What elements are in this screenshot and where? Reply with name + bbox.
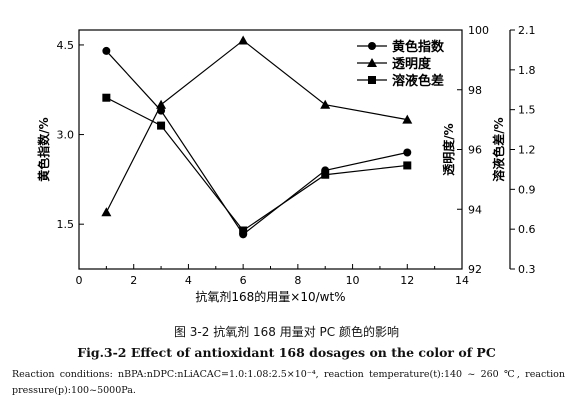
x-tick-label: 6 xyxy=(240,274,247,287)
series-line-circle xyxy=(105,50,408,236)
right2-tick-label: 1.2 xyxy=(518,144,536,157)
data-point-square xyxy=(239,226,248,235)
data-point-square xyxy=(403,161,412,170)
right2-tick-label: 0.9 xyxy=(518,183,536,196)
right2-tick-label: 2.1 xyxy=(518,24,536,37)
data-point-square xyxy=(321,170,330,179)
x-tick-label: 0 xyxy=(76,274,83,287)
right2-tick-label: 0.6 xyxy=(518,223,536,236)
figure-caption-english: Fig.3-2 Effect of antioxidant 168 dosage… xyxy=(77,345,496,360)
legend-marker-circle xyxy=(368,42,376,50)
right1-tick-label: 96 xyxy=(468,144,482,157)
data-point-square xyxy=(157,121,166,130)
legend-marker-triangle xyxy=(367,58,377,67)
right1-tick-label: 92 xyxy=(468,263,482,276)
legend-label: 透明度 xyxy=(392,56,432,72)
left-axis-title: 黄色指数/% xyxy=(36,117,51,181)
x-tick-label: 4 xyxy=(185,274,192,287)
data-point-triangle xyxy=(156,99,167,109)
x-tick-label: 2 xyxy=(130,274,137,287)
x-tick-label: 14 xyxy=(455,274,469,287)
data-point-circle xyxy=(403,148,412,157)
right2-tick-label: 1.5 xyxy=(518,104,536,117)
legend-label: 溶液色差 xyxy=(392,73,444,89)
left-tick-label: 1.5 xyxy=(57,218,75,231)
x-axis-title: 抗氧剂168的用量×10/wt% xyxy=(195,289,345,304)
right2-tick-label: 1.8 xyxy=(518,64,536,77)
data-point-square xyxy=(102,93,111,102)
series-line-triangle xyxy=(105,39,408,213)
series-line-square xyxy=(106,97,408,232)
data-point-triangle xyxy=(101,207,112,217)
right2-tick-label: 0.3 xyxy=(518,263,536,276)
data-point-circle xyxy=(102,46,111,55)
data-point-triangle xyxy=(320,99,331,109)
reaction-conditions-note: Reaction conditions: nBPA:nDPC:nLiACAC=1… xyxy=(12,369,565,396)
figure-caption-chinese: 图 3-2 抗氧剂 168 用量对 PC 颜色的影响 xyxy=(173,325,399,339)
right-axis-2-title: 溶液色差/% xyxy=(491,117,506,181)
legend-label: 黄色指数 xyxy=(392,39,445,55)
x-tick-label: 12 xyxy=(400,274,414,287)
left-tick-label: 3.0 xyxy=(57,129,75,142)
x-tick-label: 8 xyxy=(294,274,301,287)
right1-tick-label: 94 xyxy=(468,203,482,216)
legend-marker-square xyxy=(368,76,376,84)
data-point-triangle xyxy=(238,35,249,45)
right1-tick-label: 100 xyxy=(468,24,489,37)
right1-tick-label: 98 xyxy=(468,84,482,97)
right-axis-1-title: 透明度/% xyxy=(441,123,456,175)
left-tick-label: 4.5 xyxy=(57,39,75,52)
data-point-triangle xyxy=(402,114,413,124)
x-tick-label: 10 xyxy=(346,274,360,287)
chart: 0 2 4 6 8 10 12 14 1.5 3.0 4.5 92 94 96 98 100 0.3 0.6 0.9… xyxy=(36,24,536,304)
